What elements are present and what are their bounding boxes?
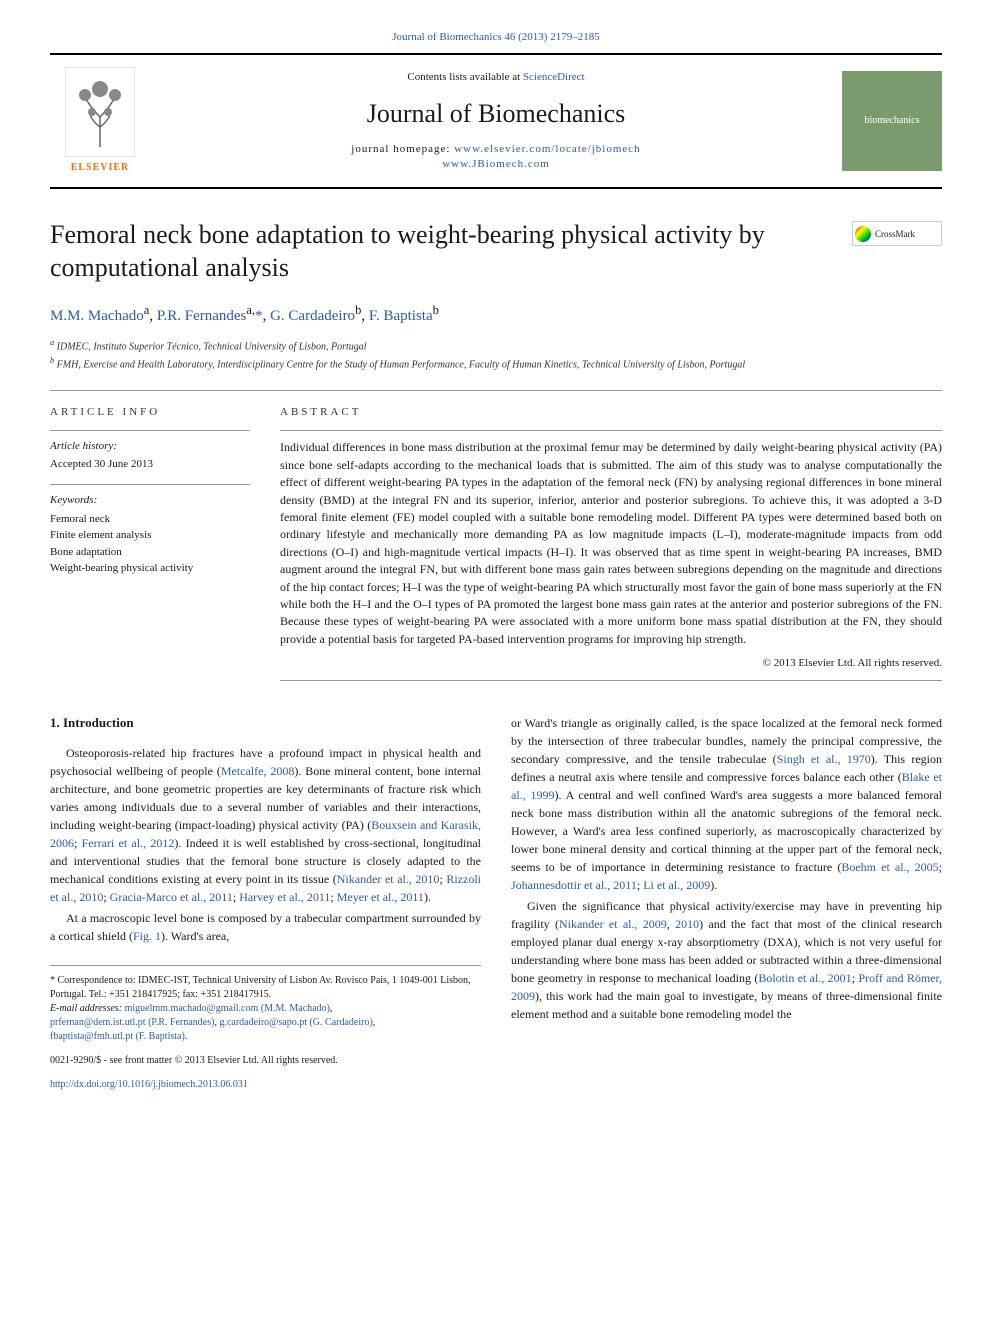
fig-link[interactable]: Fig. 1 [133, 929, 161, 943]
abstract-copyright: © 2013 Elsevier Ltd. All rights reserved… [280, 656, 942, 671]
publisher-logo: ELSEVIER [50, 67, 150, 175]
paragraph: At a macroscopic level bone is composed … [50, 909, 481, 945]
left-column: 1. Introduction Osteoporosis-related hip… [50, 714, 481, 1092]
ref-link[interactable]: Nikander et al., 2010 [337, 872, 440, 886]
footnotes: * Correspondence to: IDMEC-IST, Technica… [50, 965, 481, 1092]
crossmark-icon [855, 226, 871, 242]
ref-link[interactable]: Gracia-Marco et al., 2011 [110, 890, 233, 904]
affiliation-b: FMH, Exercise and Health Laboratory, Int… [57, 359, 745, 370]
history-text: Accepted 30 June 2013 [50, 457, 250, 472]
email-link[interactable]: fbaptista@fmh.utl.pt (F. Baptista) [50, 1031, 185, 1042]
author-2[interactable]: P.R. Fernandes [157, 308, 247, 324]
paragraph: Osteoporosis-related hip fractures have … [50, 744, 481, 906]
doi-line: http://dx.doi.org/10.1016/j.jbiomech.201… [50, 1078, 481, 1092]
ref-link[interactable]: Ferrari et al., 2012 [82, 836, 175, 850]
contents-line: Contents lists available at ScienceDirec… [150, 70, 842, 85]
ref-link[interactable]: Singh et al., 1970 [777, 752, 871, 766]
article-title: Femoral neck bone adaptation to weight-b… [50, 219, 942, 284]
keyword: Finite element analysis [50, 527, 250, 544]
author-3[interactable]: G. Cardadeiro [270, 308, 355, 324]
email-link[interactable]: miguelmm.machado@gmail.com (M.M. Machado… [125, 1003, 330, 1014]
abstract-text: Individual differences in bone mass dist… [280, 439, 942, 648]
ref-link[interactable]: Li et al., 2009 [643, 878, 710, 892]
affiliation-a: IDMEC, Instituto Superior Técnico, Techn… [57, 342, 367, 353]
homepage-label: journal homepage: [351, 143, 454, 155]
ref-link[interactable]: Boehm et al., 2005 [841, 860, 938, 874]
keyword: Femoral neck [50, 511, 250, 528]
ref-link[interactable]: Nikander et al., 2009 [559, 917, 667, 931]
email-addresses: E-mail addresses: miguelmm.machado@gmail… [50, 1002, 481, 1044]
ref-link[interactable]: 2010 [675, 917, 699, 931]
author-3-sup: b [355, 303, 361, 317]
abstract-column: ABSTRACT Individual differences in bone … [280, 405, 942, 688]
paragraph: Given the significance that physical act… [511, 897, 942, 1023]
elsevier-tree-icon [65, 67, 135, 157]
masthead: ELSEVIER Contents lists available at Sci… [50, 53, 942, 189]
history-label: Article history: [50, 439, 250, 454]
article-info-column: ARTICLE INFO Article history: Accepted 3… [50, 405, 250, 688]
author-4-sup: b [433, 303, 439, 317]
ref-link[interactable]: Meyer et al., 2011 [337, 890, 424, 904]
author-1[interactable]: M.M. Machado [50, 308, 144, 324]
ref-link[interactable]: Bolotin et al., 2001 [758, 971, 851, 985]
crossmark-label: CrossMark [875, 228, 915, 241]
intro-heading: 1. Introduction [50, 714, 481, 732]
homepage-line: journal homepage: www.elsevier.com/locat… [150, 142, 842, 173]
author-2-corresp[interactable]: * [255, 308, 263, 324]
journal-title: Journal of Biomechanics [150, 96, 842, 132]
divider [50, 390, 942, 391]
body-columns: 1. Introduction Osteoporosis-related hip… [50, 714, 942, 1092]
author-4[interactable]: F. Baptista [369, 308, 433, 324]
ref-link[interactable]: Johannesdottir et al., 2011 [511, 878, 637, 892]
keywords-label: Keywords: [50, 493, 250, 508]
article-info-heading: ARTICLE INFO [50, 405, 250, 420]
top-citation: Journal of Biomechanics 46 (2013) 2179–2… [50, 30, 942, 45]
keyword: Bone adaptation [50, 544, 250, 561]
publisher-name: ELSEVIER [71, 161, 130, 175]
homepage-link-1[interactable]: www.elsevier.com/locate/jbiomech [454, 143, 640, 155]
contents-prefix: Contents lists available at [407, 71, 522, 83]
keywords-list: Femoral neck Finite element analysis Bon… [50, 511, 250, 577]
crossmark-badge[interactable]: CrossMark [852, 221, 942, 246]
sciencedirect-link[interactable]: ScienceDirect [523, 71, 585, 83]
right-column: or Ward's triangle as originally called,… [511, 714, 942, 1092]
keyword: Weight-bearing physical activity [50, 560, 250, 577]
affiliations: a IDMEC, Instituto Superior Técnico, Tec… [50, 337, 942, 372]
issn-line: 0021-9290/$ - see front matter © 2013 El… [50, 1054, 481, 1068]
doi-link[interactable]: http://dx.doi.org/10.1016/j.jbiomech.201… [50, 1079, 248, 1090]
abstract-heading: ABSTRACT [280, 405, 942, 420]
email-link[interactable]: g.cardadeiro@sapo.pt (G. Cardadeiro) [219, 1017, 372, 1028]
author-1-sup: a [144, 303, 150, 317]
paragraph: or Ward's triangle as originally called,… [511, 714, 942, 894]
authors-line: M.M. Machadoa, P.R. Fernandesa,*, G. Car… [50, 302, 942, 327]
author-2-sup: a, [246, 303, 255, 317]
homepage-link-2[interactable]: www.JBiomech.com [442, 158, 550, 170]
correspondence-note: * Correspondence to: IDMEC-IST, Technica… [50, 974, 481, 1002]
top-citation-link[interactable]: Journal of Biomechanics 46 (2013) 2179–2… [392, 31, 599, 43]
journal-cover-thumbnail: biomechanics [842, 71, 942, 171]
ref-link[interactable]: Metcalfe, 2008 [221, 764, 295, 778]
email-link[interactable]: prfernan@dem.ist.utl.pt (P.R. Fernandes) [50, 1017, 214, 1028]
ref-link[interactable]: Harvey et al., 2011 [239, 890, 330, 904]
